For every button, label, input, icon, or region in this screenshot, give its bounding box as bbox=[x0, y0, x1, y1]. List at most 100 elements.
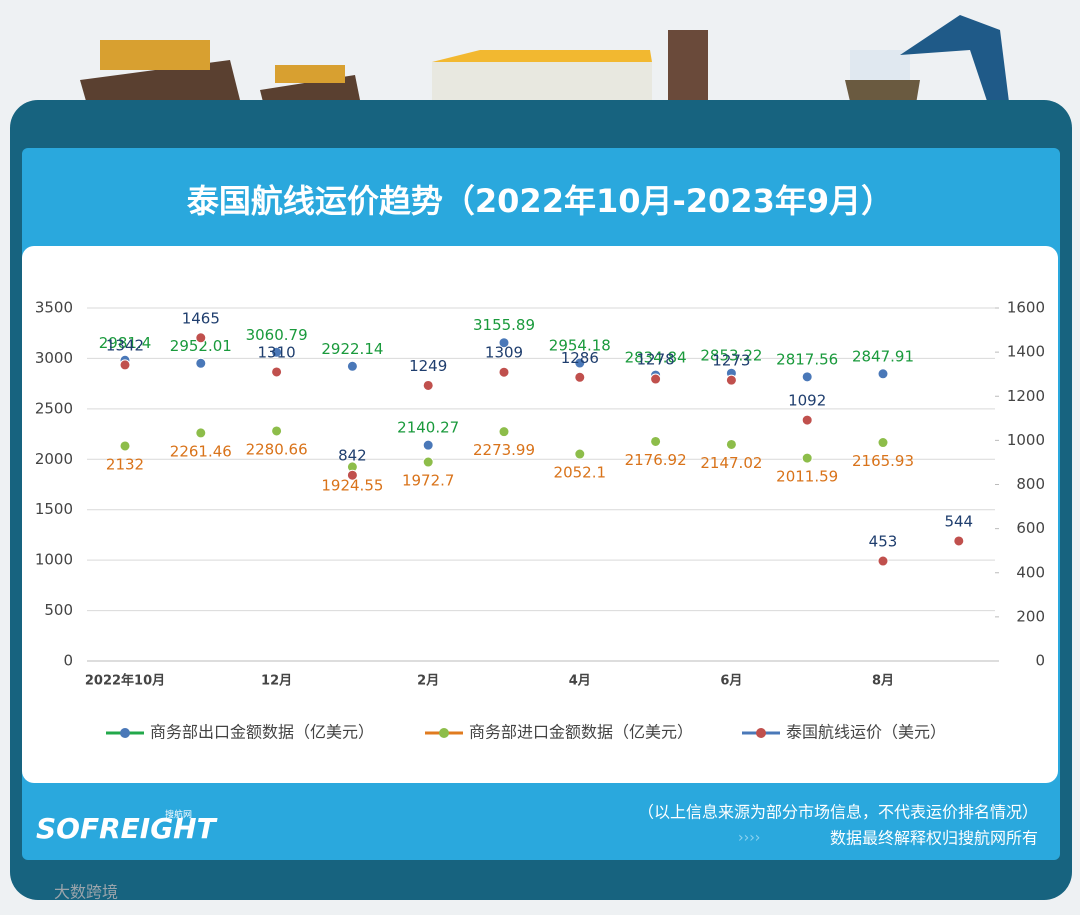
marker bbox=[271, 366, 283, 378]
marker bbox=[422, 456, 434, 468]
data-label: 2132 bbox=[106, 455, 144, 473]
data-label: 2261.46 bbox=[170, 442, 232, 460]
x-tick-label: 2月 bbox=[417, 674, 439, 689]
top-decoration bbox=[80, 15, 1010, 115]
data-label: 3155.89 bbox=[473, 316, 535, 334]
data-label: 1278 bbox=[637, 351, 675, 369]
marker bbox=[953, 535, 965, 547]
y2-tick-label: 400 bbox=[1016, 563, 1045, 581]
y-tick-label: 0 bbox=[63, 652, 73, 670]
data-label: 1092 bbox=[788, 392, 826, 410]
y2-tick-label: 1000 bbox=[1007, 431, 1045, 449]
marker bbox=[498, 426, 510, 438]
data-label: 2847.91 bbox=[852, 347, 914, 365]
marker bbox=[422, 439, 434, 451]
watermark: 大数跨境 bbox=[54, 883, 118, 902]
marker bbox=[801, 452, 813, 464]
data-label: 1273 bbox=[712, 352, 750, 370]
legend-label: 泰国航线运价（美元） bbox=[786, 723, 946, 742]
data-label: 2147.02 bbox=[700, 454, 762, 472]
marker bbox=[271, 425, 283, 437]
marker bbox=[195, 332, 207, 344]
legend-label: 商务部进口金额数据（亿美元） bbox=[469, 723, 693, 742]
data-label: 2853.22 bbox=[700, 347, 762, 365]
data-label: 2954.18 bbox=[549, 337, 611, 355]
marker bbox=[346, 469, 358, 481]
marker bbox=[801, 371, 813, 383]
data-label: 2273.99 bbox=[473, 441, 535, 459]
data-label: 2280.66 bbox=[246, 440, 308, 458]
marker bbox=[271, 346, 283, 358]
y2-tick-label: 600 bbox=[1016, 519, 1045, 537]
marker bbox=[574, 357, 586, 369]
y2-tick-label: 1200 bbox=[1007, 387, 1045, 405]
data-label: 2922.14 bbox=[321, 340, 383, 358]
chart-title: 泰国航线运价趋势（2022年10月-2023年9月） bbox=[187, 182, 893, 220]
marker bbox=[119, 359, 131, 371]
y-tick-label: 500 bbox=[44, 601, 73, 619]
marker bbox=[725, 438, 737, 450]
legend-label: 商务部出口金额数据（亿美元） bbox=[150, 723, 374, 742]
data-label: 842 bbox=[338, 447, 367, 465]
plot: 0 500 1000 1500 2000 2500 3000 3500 0 200 400 600 80… bbox=[35, 299, 1045, 742]
data-label: 2140.27 bbox=[397, 419, 459, 437]
marker bbox=[650, 373, 662, 385]
data-label: 2834.84 bbox=[625, 349, 687, 367]
legend-marker bbox=[439, 728, 449, 738]
data-label: 2165.93 bbox=[852, 452, 914, 470]
data-label: 1924.55 bbox=[321, 476, 383, 494]
marker bbox=[574, 371, 586, 383]
marker bbox=[119, 440, 131, 452]
marker bbox=[498, 366, 510, 378]
y-tick-label: 2500 bbox=[35, 399, 73, 417]
data-label: 1286 bbox=[561, 349, 599, 367]
y-tick-label: 1000 bbox=[35, 551, 73, 569]
marker bbox=[877, 555, 889, 567]
marker bbox=[801, 414, 813, 426]
data-label: 2052.1 bbox=[554, 464, 607, 482]
legend-marker bbox=[756, 728, 766, 738]
y-tick-label: 1500 bbox=[35, 500, 73, 518]
data-label: 544 bbox=[944, 512, 973, 530]
y-tick-label: 2000 bbox=[35, 450, 73, 468]
arrows: ›››› bbox=[738, 830, 760, 846]
x-tick-label: 8月 bbox=[872, 674, 894, 689]
legend-marker bbox=[120, 728, 130, 738]
data-label: 1342 bbox=[106, 336, 144, 354]
source-note: （以上信息来源为部分市场信息，不代表运价排名情况） bbox=[638, 803, 1038, 822]
marker bbox=[498, 337, 510, 349]
x-tick-label: 4月 bbox=[569, 674, 591, 689]
marker bbox=[650, 435, 662, 447]
data-label: 2176.92 bbox=[625, 451, 687, 469]
rights-note: 数据最终解释权归搜航网所有 bbox=[830, 829, 1038, 848]
data-label: 1310 bbox=[258, 343, 296, 361]
y2-tick-label: 200 bbox=[1016, 607, 1045, 625]
y2-tick-label: 1400 bbox=[1007, 343, 1045, 361]
data-label: 1309 bbox=[485, 344, 523, 362]
data-label: 2817.56 bbox=[776, 350, 838, 368]
data-label: 453 bbox=[869, 533, 898, 551]
x-tick-label: 12月 bbox=[261, 674, 292, 689]
data-label: 2011.59 bbox=[776, 468, 838, 486]
logo: SOFREIGHT bbox=[36, 812, 218, 845]
marker bbox=[574, 448, 586, 460]
marker bbox=[877, 437, 889, 449]
marker bbox=[195, 427, 207, 439]
marker bbox=[877, 368, 889, 380]
data-label: 1972.7 bbox=[402, 472, 455, 490]
marker bbox=[195, 357, 207, 369]
data-label: 1249 bbox=[409, 357, 447, 375]
marker bbox=[725, 374, 737, 386]
chart-card bbox=[22, 246, 1058, 783]
marker bbox=[422, 379, 434, 391]
data-label: 2981.4 bbox=[99, 334, 152, 352]
logo-sub: 搜航网 bbox=[165, 809, 192, 821]
data-label: 1465 bbox=[182, 309, 220, 327]
y2-tick-label: 1600 bbox=[1007, 299, 1045, 317]
y-tick-label: 3500 bbox=[35, 299, 73, 317]
x-tick-label: 2022年10月 bbox=[85, 673, 165, 689]
marker bbox=[346, 360, 358, 372]
y2-tick-label: 0 bbox=[1035, 652, 1045, 670]
data-label: 2952.01 bbox=[170, 337, 232, 355]
